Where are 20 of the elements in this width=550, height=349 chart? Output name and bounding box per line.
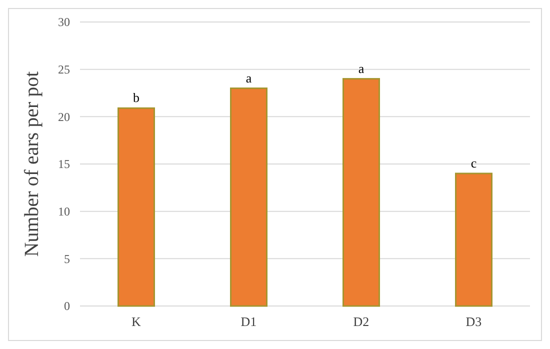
bar <box>230 88 268 307</box>
x-tick-label: D2 <box>353 314 370 329</box>
y-axis-title: Number of ears per pot <box>21 70 43 257</box>
y-tick-label: 15 <box>58 157 70 172</box>
bar <box>342 78 380 307</box>
annotation: a <box>358 60 364 76</box>
y-tick-label: 5 <box>64 252 70 266</box>
y-tick-label: 30 <box>58 15 70 30</box>
bar <box>118 107 155 307</box>
x-tick-label: D3 <box>466 314 482 329</box>
bar <box>455 172 492 307</box>
y-tick-label: 10 <box>58 204 70 219</box>
annotation: b <box>133 90 140 106</box>
x-tick-label: D1 <box>240 314 257 329</box>
y-tick-label: 0 <box>64 299 70 314</box>
y-tick-label: 20 <box>58 110 70 124</box>
y-tick-label: 25 <box>58 62 70 77</box>
x-tick-label: K <box>132 314 142 329</box>
annotation: c <box>470 155 477 170</box>
annotation: a <box>246 70 252 86</box>
